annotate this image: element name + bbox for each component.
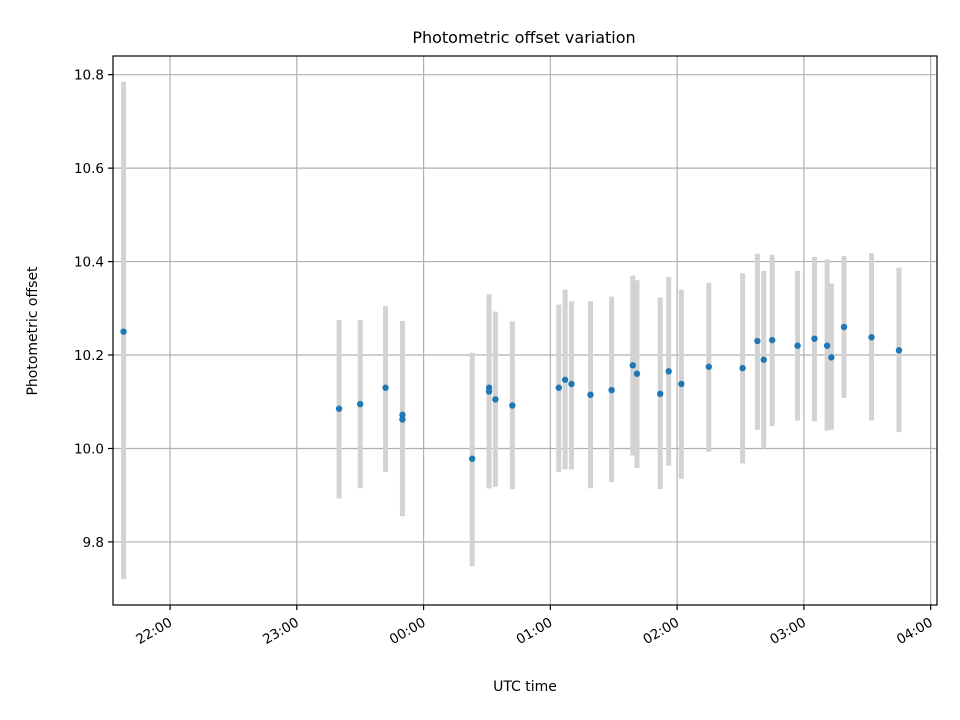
data-point [382,384,389,391]
data-point [568,380,575,388]
data-point [705,363,713,370]
y-tick-label: 10.0 [74,441,104,457]
data-point [399,411,406,419]
data-point [468,455,476,462]
data-point [868,334,875,341]
x-axis-ticks: 22:00 23:00 00:00 01:00 02:00 03:00 04:00 [133,605,936,648]
y-axis-ticks: 9.8 10.0 10.2 10.4 10.6 10.8 [74,68,113,551]
x-tick-label: 01:00 [514,615,556,648]
y-tick-label: 10.4 [74,255,104,271]
data-point [657,390,664,398]
data-point [811,335,818,342]
x-axis-label: UTC time [493,679,557,695]
data-point [760,356,767,363]
x-tick-label: 02:00 [640,615,682,648]
y-tick-label: 10.2 [74,348,104,364]
x-tick-label: 04:00 [894,615,936,648]
data-point [665,368,672,375]
data-point [335,405,343,412]
data-point [608,386,615,394]
y-tick-label: 10.8 [74,68,104,84]
data-point [840,323,848,331]
data-point [587,391,594,398]
chart-title: Photometric offset variation [412,28,635,47]
data-point [555,384,563,391]
y-tick-label: 10.6 [74,161,104,177]
data-point [485,388,493,395]
data-point [794,342,801,349]
data-points [120,323,903,462]
data-point [399,416,406,423]
data-point [120,328,127,335]
y-axis-label: Photometric offset [25,266,41,396]
y-tick-label: 9.8 [83,535,104,551]
x-tick-label: 23:00 [260,615,302,648]
data-point [739,364,746,372]
error-bars [121,81,902,580]
data-point [629,362,636,369]
data-point [509,402,516,409]
data-point [895,347,903,354]
data-point [492,396,499,403]
data-point [769,336,776,344]
data-point [754,337,761,345]
x-tick-label: 22:00 [133,615,175,648]
data-point [828,354,835,361]
data-point [357,400,364,408]
data-point [823,342,831,349]
data-point [633,370,641,377]
data-point [561,376,569,383]
x-tick-label: 00:00 [387,615,429,648]
x-tick-label: 03:00 [767,615,809,648]
plot-frame [112,55,938,606]
data-point [678,380,685,388]
